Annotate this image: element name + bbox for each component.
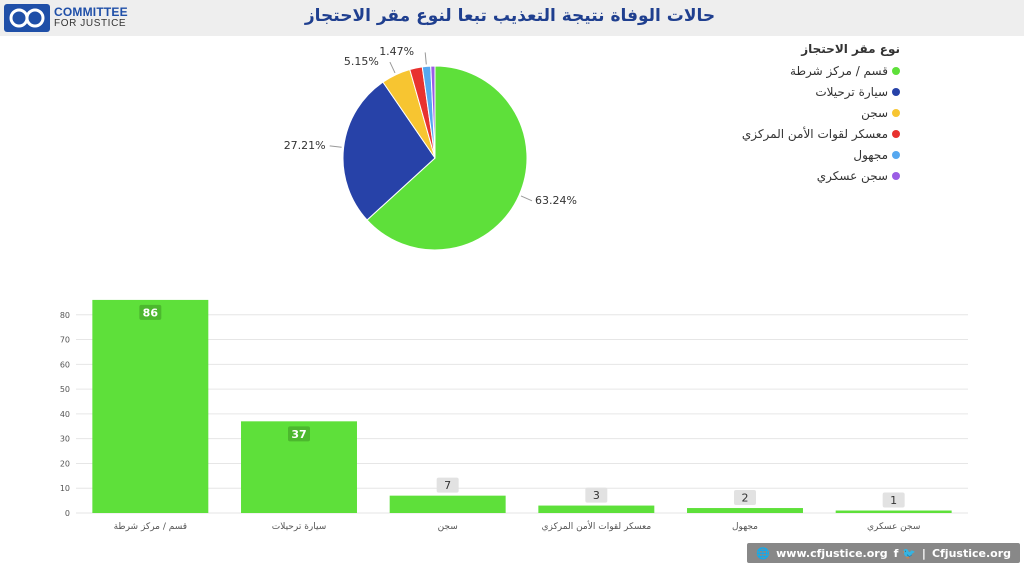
- bar-label-box-5: [882, 492, 905, 508]
- legend-dot-1: [892, 87, 900, 96]
- cfj-logo-mark-icon: [4, 4, 50, 32]
- x-tick-label-2: سجن: [438, 522, 458, 532]
- pie-label-1: 27.21%: [283, 138, 326, 152]
- legend-dot-5: [892, 171, 900, 180]
- bar-4: [687, 508, 803, 513]
- legend-item-4: مجهول: [770, 144, 900, 165]
- bar-5: [835, 510, 952, 513]
- legend-item-2: سجن: [770, 102, 900, 123]
- bar-label-box-4: [734, 490, 756, 506]
- legend-label-3: معسكر لقوات الأمن المركزي: [741, 126, 888, 141]
- pie-leader-2: [389, 61, 396, 74]
- bar-2: [389, 495, 506, 513]
- pie-slice-0: [366, 65, 528, 251]
- x-tick-label-1: سيارة ترحيلات: [272, 522, 327, 532]
- legend-label-1: سيارة ترحيلات: [815, 84, 888, 99]
- pie-legend: نوع مقر الاحتجاز قسم / مركز شرطة سيارة تر…: [742, 42, 900, 186]
- legend-item-3: معسكر لقوات الأمن المركزي: [742, 123, 900, 144]
- y-tick-label-5: 50: [60, 385, 70, 394]
- footer-separator: |: [921, 546, 926, 560]
- bar-3: [538, 505, 655, 513]
- y-tick-label-1: 10: [60, 484, 70, 493]
- bar-value-label-4: 2: [742, 492, 749, 505]
- y-tick-label-4: 40: [60, 410, 70, 419]
- y-tick-label-0: 0: [65, 509, 70, 518]
- logo-line-1: COMMITTEE: [54, 5, 128, 19]
- globe-icon: 🌐: [756, 546, 771, 560]
- bar-0: [92, 299, 209, 513]
- pie-leader-0: [520, 195, 533, 202]
- legend-dot-0: [892, 66, 900, 75]
- cfj-logo: COMMITTEE FOR JUSTICE: [4, 4, 128, 32]
- bar-value-label-3: 3: [593, 489, 600, 502]
- pie-label-4: 1.47%: [379, 45, 415, 59]
- footer-handle: Cfjustice.org: [931, 546, 1011, 560]
- legend-title: نوع مقر الاحتجاز: [801, 42, 900, 56]
- legend-label-4: مجهول: [853, 147, 888, 162]
- legend-dot-2: [892, 108, 900, 117]
- legend-dot-4: [892, 150, 900, 159]
- x-tick-label-4: مجهول: [732, 522, 758, 532]
- y-tick-label-6: 60: [60, 360, 70, 369]
- legend-dot-3: [892, 129, 900, 138]
- footer-website: www.cfjustice.org: [776, 546, 888, 560]
- pie-label-0: 63.24%: [534, 193, 577, 207]
- bar-label-box-0: [139, 304, 162, 320]
- social-icons: f 🐦: [893, 546, 916, 560]
- pie-leader-4: [424, 52, 427, 65]
- x-tick-label-0: قسم / مركز شرطة: [114, 522, 187, 532]
- y-tick-label-3: 30: [60, 435, 70, 444]
- bar-value-label-2: 7: [444, 479, 451, 492]
- footer-badge: 🌐 www.cfjustice.org f 🐦 | Cfjustice.org: [747, 543, 1020, 563]
- y-tick-label-2: 20: [60, 459, 70, 468]
- legend-label-0: قسم / مركز شرطة: [790, 63, 888, 78]
- x-tick-label-3: معسكر لقوات الأمن المركزي: [542, 520, 652, 532]
- header-bar: COMMITTEE FOR JUSTICE حالات الوفاة نتيجة…: [0, 0, 1024, 36]
- legend-item-5: سجن عسكري: [770, 165, 900, 186]
- legend-items: قسم / مركز شرطة سيارة ترحيلات سجن معسكر لقو…: [742, 60, 900, 186]
- bar-value-label-5: 1: [890, 494, 897, 507]
- legend-item-1: سيارة ترحيلات: [770, 81, 900, 102]
- logo-line-2: FOR JUSTICE: [54, 18, 127, 29]
- page-title: حالات الوفاة نتيجة التعذيب تبعا لنوع مقر…: [304, 6, 716, 26]
- bar-label-box-3: [585, 487, 608, 503]
- bar-value-label-0: 86: [143, 306, 159, 319]
- pie-label-2: 5.15%: [343, 55, 379, 69]
- logo-text: COMMITTEE FOR JUSTICE: [54, 6, 128, 30]
- pie-slice-1: [342, 81, 436, 221]
- y-tick-label-8: 80: [60, 311, 70, 320]
- x-tick-label-5: سجن عسكري: [867, 522, 920, 532]
- pie-slice-5: [430, 65, 436, 159]
- pie-leader-1: [329, 145, 342, 148]
- y-tick-label-7: 70: [60, 336, 70, 345]
- legend-label-5: سجن عسكري: [816, 168, 888, 183]
- bar-label-box-1: [288, 426, 310, 442]
- legend-item-0: قسم / مركز شرطة: [770, 60, 900, 81]
- bar-value-label-1: 37: [291, 428, 306, 441]
- bar-label-box-2: [436, 477, 459, 493]
- legend-label-2: سجن: [861, 105, 888, 120]
